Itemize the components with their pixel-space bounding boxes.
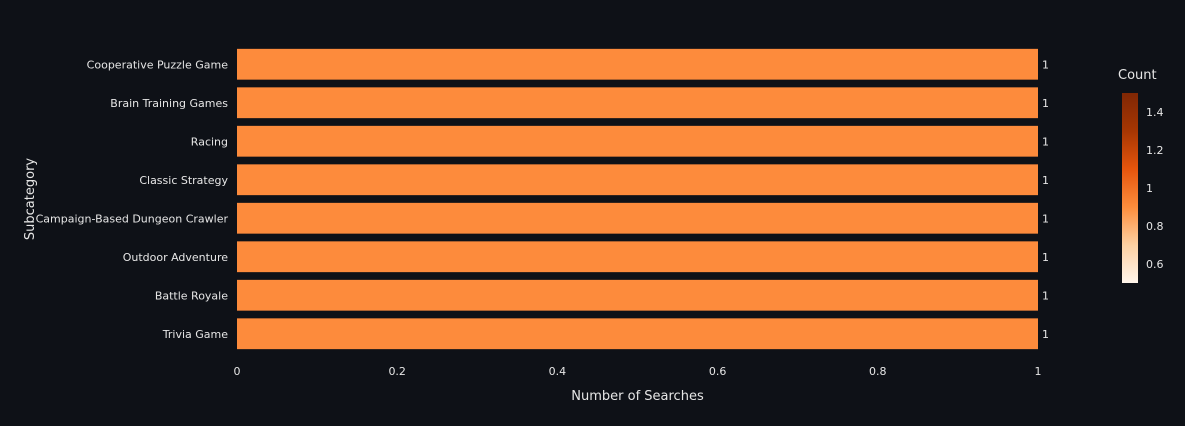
colorbar-tick-label: 0.6 bbox=[1146, 258, 1164, 271]
bar[interactable] bbox=[237, 241, 1038, 273]
colorbar-tick-label: 1.4 bbox=[1146, 106, 1164, 119]
x-tick-label: 0.6 bbox=[709, 365, 727, 378]
bar-data-label: 1 bbox=[1042, 328, 1049, 341]
bar-data-label: 1 bbox=[1042, 174, 1049, 187]
colorbar-tick-label: 0.8 bbox=[1146, 220, 1164, 233]
x-tick-label: 1 bbox=[1035, 365, 1042, 378]
colorbar-title: Count bbox=[1118, 68, 1157, 83]
bar-data-label: 1 bbox=[1042, 135, 1049, 148]
plot-area: 1 1 1 1 1 1 1 1 bbox=[237, 48, 1049, 350]
bar[interactable] bbox=[237, 125, 1038, 157]
bar-data-label: 1 bbox=[1042, 58, 1049, 71]
bar[interactable] bbox=[237, 318, 1038, 350]
bar-data-label: 1 bbox=[1042, 97, 1049, 110]
bar[interactable] bbox=[237, 48, 1038, 80]
colorbar-tick-label: 1.2 bbox=[1146, 144, 1164, 157]
y-axis-title: Subcategory bbox=[23, 158, 38, 241]
x-tick-label: 0.2 bbox=[388, 365, 406, 378]
y-tick-label: Outdoor Adventure bbox=[123, 251, 229, 264]
y-tick-label: Racing bbox=[191, 135, 228, 148]
y-tick-label: Cooperative Puzzle Game bbox=[87, 58, 229, 71]
bar[interactable] bbox=[237, 279, 1038, 311]
colorbar-tick-label: 1 bbox=[1146, 182, 1153, 195]
bar[interactable] bbox=[237, 202, 1038, 234]
y-tick-label: Brain Training Games bbox=[110, 97, 228, 110]
bar-data-label: 1 bbox=[1042, 289, 1049, 302]
y-axis: Cooperative Puzzle Game Brain Training Ga… bbox=[36, 58, 229, 341]
y-tick-label: Classic Strategy bbox=[139, 174, 228, 187]
x-axis: 0 0.2 0.4 0.6 0.8 1 bbox=[234, 365, 1042, 378]
bar[interactable] bbox=[237, 164, 1038, 196]
y-tick-label: Trivia Game bbox=[162, 328, 228, 341]
x-tick-label: 0.4 bbox=[549, 365, 567, 378]
bar[interactable] bbox=[237, 87, 1038, 119]
x-tick-label: 0.8 bbox=[869, 365, 887, 378]
colorbar: Count 0.6 0.8 1 1.2 1.4 bbox=[1118, 68, 1164, 283]
y-tick-label: Campaign-Based Dungeon Crawler bbox=[36, 212, 229, 225]
colorbar-gradient bbox=[1122, 93, 1138, 283]
bar-data-label: 1 bbox=[1042, 212, 1049, 225]
x-tick-label: 0 bbox=[234, 365, 241, 378]
y-tick-label: Battle Royale bbox=[155, 289, 228, 302]
bar-data-label: 1 bbox=[1042, 251, 1049, 264]
x-axis-title: Number of Searches bbox=[571, 389, 704, 404]
